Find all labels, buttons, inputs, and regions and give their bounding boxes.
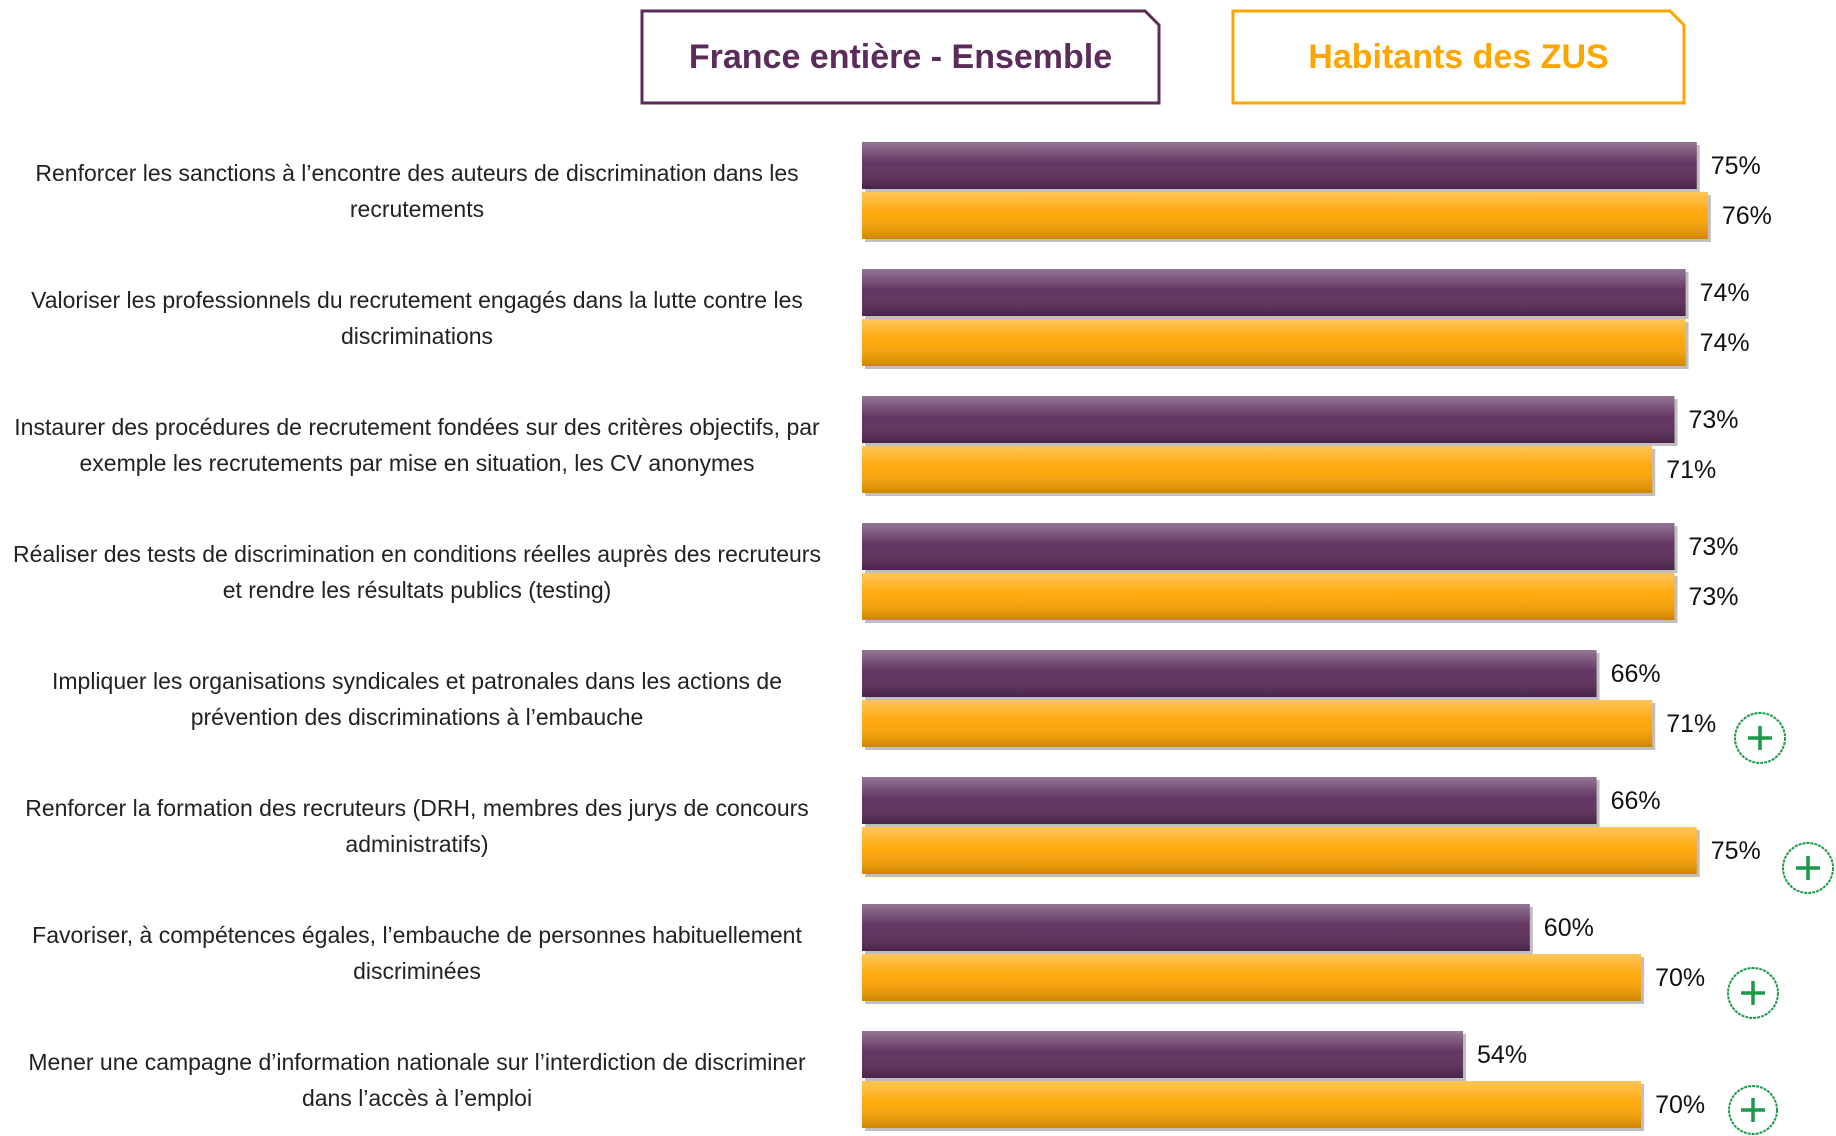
plus-signs [1741,726,1820,1122]
bar-shine [862,650,1597,697]
bar-shine [862,904,1530,951]
plus [1748,726,1772,750]
legend-text: France entière - Ensemble [689,38,1112,76]
bar-shine [862,827,1697,874]
bar-shine [862,319,1686,366]
significance-icons [1727,712,1834,1135]
category-label: Réaliser des tests de discrimination en … [13,540,821,603]
bar-shine [862,269,1686,316]
bar-shine [862,777,1597,824]
value-label: 71% [1666,710,1716,738]
value-label: 73% [1688,533,1738,561]
value-label: 54% [1477,1041,1527,1069]
category-label: Mener une campagne d’information nationa… [28,1048,806,1111]
value-label: 60% [1544,914,1594,942]
bar-shine [862,192,1708,239]
bar-shine [862,1081,1642,1128]
value-label: 71% [1666,456,1716,484]
category-label: Renforcer la formation des recruteurs (D… [25,794,809,857]
value-label: 73% [1688,583,1738,611]
value-label: 75% [1711,152,1761,180]
bar-shine [862,523,1675,570]
bar-shine [862,396,1675,443]
plus [1741,1098,1765,1122]
value-label: 75% [1711,837,1761,865]
category-label: Renforcer les sanctions à l’encontre des… [35,159,799,222]
value-label: 74% [1700,329,1750,357]
value-label: 76% [1722,202,1772,230]
bar-shine [862,573,1675,620]
category-label: Valoriser les professionnels du recrutem… [31,286,803,349]
bar-shine [862,700,1653,747]
bar-shine [862,1031,1464,1078]
value-label: 74% [1700,279,1750,307]
bar-shine [862,446,1653,493]
legend-text: Habitants des ZUS [1308,38,1608,76]
value-label: 73% [1688,406,1738,434]
value-label: 66% [1611,787,1661,815]
value-label: 66% [1611,660,1661,688]
plus [1796,856,1820,880]
legend-box [640,9,1161,105]
value-label: 70% [1655,1091,1705,1119]
plus [1741,981,1765,1005]
category-label: Instaurer des procédures de recrutement … [14,413,820,476]
bar-shine [862,954,1642,1001]
category-label: Impliquer les organisations syndicales e… [51,667,783,730]
category-label: Favoriser, à compétences égales, l’embau… [32,921,802,984]
value-label: 70% [1655,964,1705,992]
legend-box [1231,9,1686,105]
bar-shine [862,142,1697,189]
